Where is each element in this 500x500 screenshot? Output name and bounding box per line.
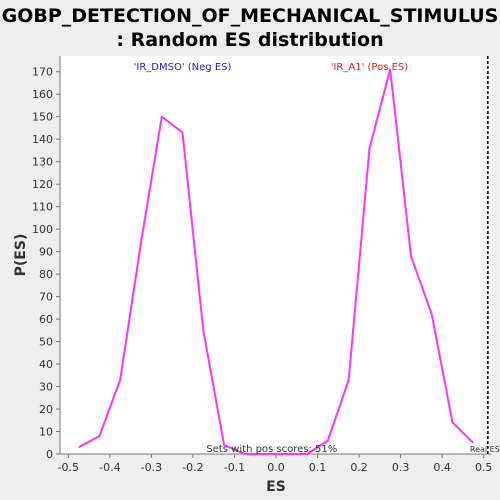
chart-title-line1: GOBP_DETECTION_OF_MECHANICAL_STIMULUS xyxy=(2,5,499,27)
y-tick-label: 60 xyxy=(39,313,53,326)
x-tick-label: 0.4 xyxy=(433,461,451,474)
series-line xyxy=(78,68,474,455)
chart-title-line2: : Random ES distribution xyxy=(116,29,383,51)
y-tick-label: 0 xyxy=(46,448,53,461)
y-tick-label: 70 xyxy=(39,291,53,304)
axes-ticks: 0 10 20 30 40 50 60 70 80 90 100 110 120 130 140 150 160… xyxy=(32,56,492,474)
neg-es-label: 'IR_DMSO' (Neg ES) xyxy=(134,62,232,73)
x-tick-label: -0.3 xyxy=(141,461,162,474)
y-tick-label: 110 xyxy=(32,201,53,214)
y-tick-label: 20 xyxy=(39,403,53,416)
real-es-label: Real ES xyxy=(470,445,500,454)
annotations-layer: 'IR_DMSO' (Neg ES) 'IR_A1' (Pos ES) Sets w… xyxy=(134,56,500,455)
y-tick-label: 160 xyxy=(32,88,53,101)
y-tick-label: 30 xyxy=(39,381,53,394)
x-tick-label: -0.5 xyxy=(58,461,79,474)
x-tick-label: 0.5 xyxy=(475,461,493,474)
y-tick-label: 10 xyxy=(39,426,53,439)
y-tick-label: 80 xyxy=(39,268,53,281)
x-tick-label: 0.0 xyxy=(267,461,285,474)
x-tick-label: -0.2 xyxy=(182,461,203,474)
plot-area xyxy=(60,56,492,454)
y-tick-label: 40 xyxy=(39,358,53,371)
x-tick-label: 0.2 xyxy=(350,461,368,474)
y-tick-label: 140 xyxy=(32,133,53,146)
y-tick-label: 150 xyxy=(32,111,53,124)
y-tick-label: 100 xyxy=(32,223,53,236)
x-tick-label: 0.3 xyxy=(392,461,410,474)
x-tick-label: -0.1 xyxy=(224,461,245,474)
y-tick-label: 170 xyxy=(32,66,53,79)
y-tick-label: 90 xyxy=(39,246,53,259)
pos-es-label: 'IR_A1' (Pos ES) xyxy=(331,62,409,73)
x-axis-label: ES xyxy=(266,479,286,495)
y-tick-label: 120 xyxy=(32,178,53,191)
series-layer xyxy=(78,68,474,455)
y-axis-label: P(ES) xyxy=(13,234,29,277)
y-tick-label: 50 xyxy=(39,336,53,349)
x-tick-label: 0.1 xyxy=(309,461,327,474)
pos-scores-label: Sets with pos scores: 51% xyxy=(206,444,337,455)
y-tick-label: 130 xyxy=(32,156,53,169)
x-tick-label: -0.4 xyxy=(99,461,120,474)
